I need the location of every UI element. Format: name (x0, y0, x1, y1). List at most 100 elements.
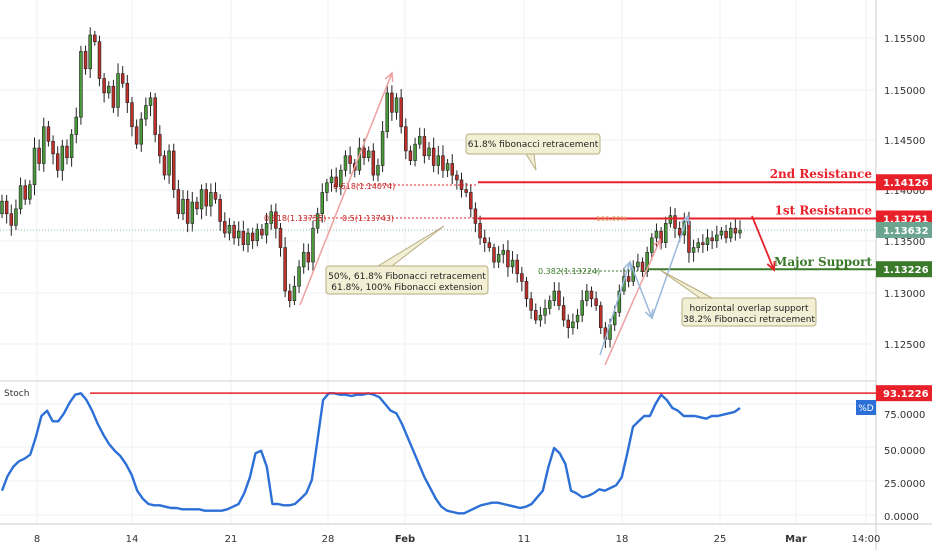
candle-body (69, 134, 74, 158)
candle-body (23, 185, 27, 200)
candle-body (705, 237, 710, 245)
candle-body (510, 259, 515, 268)
candle-body (552, 290, 557, 302)
candle-body (408, 150, 413, 161)
candle-body (492, 247, 496, 263)
candle-body (677, 227, 682, 236)
second-resistance-tag (876, 174, 932, 191)
candle-body (288, 290, 292, 302)
price-tick-label: 1.15500 (884, 34, 925, 45)
price-axis: 1.15500 1.15000 1.14500 1.14000 1.13500 1.130… (876, 34, 932, 351)
candle-body (366, 150, 371, 158)
stochastic-pane: Stoch 93.1226 %D 75.0000 50.0000 25.0000 0.000… (0, 385, 932, 523)
candle-body (427, 147, 431, 157)
candle-body (311, 227, 315, 263)
candle-body (626, 276, 631, 282)
candle-body (297, 266, 301, 287)
candle-body (404, 126, 408, 152)
candle-body (501, 250, 506, 255)
candle-body (348, 155, 352, 164)
candle-body (636, 261, 640, 268)
wave-arrow (651, 215, 689, 319)
candle-body (469, 192, 473, 210)
stoch-tick-label: 0.0000 (884, 512, 919, 523)
candle-body (496, 254, 501, 263)
candle-body (445, 163, 450, 171)
candle-body (292, 285, 297, 302)
stoch-tick-label: 75.0000 (884, 410, 925, 421)
price-tick-label: 1.15000 (884, 86, 925, 97)
wave-arrow-head (681, 214, 690, 226)
fib-callout-b-text: 50%, 61.8% Fibonacci retracement (328, 272, 486, 282)
candle-body (362, 147, 366, 158)
candle-body (301, 252, 306, 268)
candle-body (380, 131, 385, 166)
candle-body (42, 126, 46, 164)
candle-body (441, 155, 445, 171)
wave-arrow (599, 261, 631, 356)
candle-body (654, 230, 659, 239)
candle-body (585, 290, 589, 302)
candle-body (575, 314, 580, 323)
candle-body (696, 242, 700, 248)
fib-leg-arrow-head (384, 71, 394, 83)
candle-body (232, 225, 236, 239)
candle-body (125, 82, 130, 103)
candle-body (534, 310, 538, 321)
major-support-label: Major Support (774, 255, 872, 269)
price-tick-label: 1.14000 (884, 186, 925, 197)
time-tick-label: Mar (785, 534, 807, 545)
candle-body (659, 230, 663, 244)
candle-body (144, 105, 148, 120)
candle-body (422, 136, 427, 157)
stoch-label: Stoch (4, 389, 29, 399)
candle-body (55, 153, 60, 171)
first-resistance-label: 1st Resistance (775, 203, 873, 217)
fib-label: 0.618(1.13755) (264, 214, 326, 223)
candle-body (97, 41, 102, 79)
candle-body (4, 200, 9, 215)
candle-body (269, 211, 273, 224)
candle-body (399, 97, 403, 128)
candle-body (102, 78, 106, 94)
candle-body (213, 192, 218, 200)
time-tick-label: 8 (34, 534, 40, 545)
candle-body (315, 213, 320, 229)
candle-body (413, 143, 417, 161)
candle-body (264, 223, 269, 236)
candlestick-series (0, 27, 742, 349)
fib-callout-a-pointer (525, 153, 537, 171)
candle-body (506, 250, 510, 268)
candle-body (557, 290, 561, 306)
candle-body (88, 34, 92, 70)
fib-callout-b-text: 61.8%, 100% Fibonacci extension (331, 283, 483, 293)
candle-body (130, 102, 134, 128)
candle-body (733, 227, 738, 234)
current-price-tag (876, 221, 932, 238)
candle-body (691, 247, 696, 253)
candle-body (538, 314, 543, 321)
candle-body (209, 192, 213, 207)
candle-body (687, 221, 691, 253)
candle-body (255, 228, 260, 242)
candle-body (250, 232, 255, 242)
fib-label: 0.5(1.13743) (342, 214, 394, 223)
candle-body (701, 242, 705, 245)
major-support-tag (876, 261, 932, 278)
candle-body (710, 237, 714, 242)
candle-body (158, 134, 162, 157)
candle-body (719, 230, 724, 236)
candle-body (241, 230, 246, 245)
candle-body (464, 189, 468, 193)
fib-leg-arrow (604, 239, 661, 366)
candle-body (60, 145, 65, 171)
candle-body (28, 184, 32, 200)
candle-body (599, 305, 603, 329)
time-tick-label: 14:00 (852, 534, 881, 545)
candle-body (51, 140, 55, 155)
candle-body (571, 321, 575, 329)
stoch-level-tag (876, 385, 932, 402)
candle-body (111, 85, 116, 108)
